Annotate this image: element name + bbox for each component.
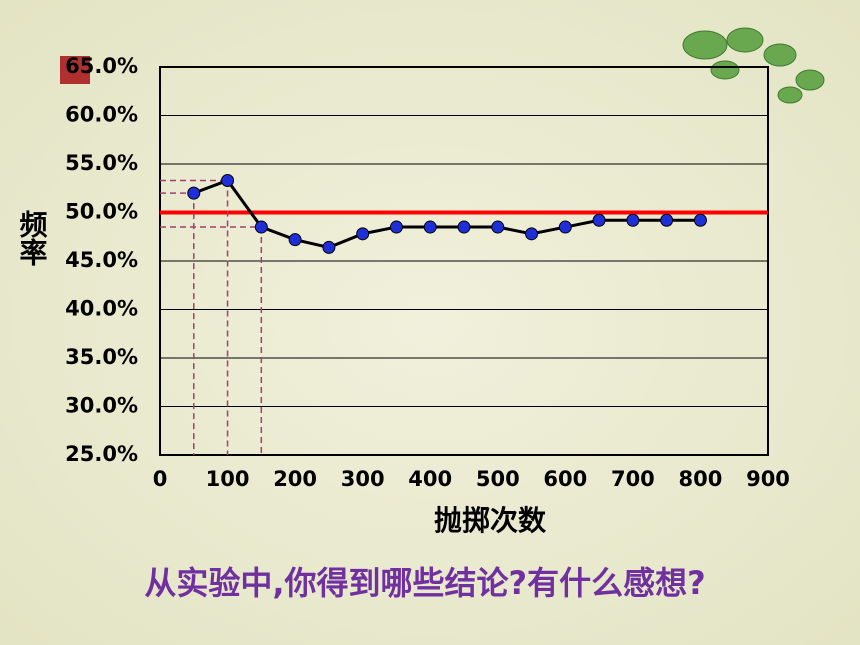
x-tick-label: 300 bbox=[341, 467, 385, 491]
y-tick-label: 25.0% bbox=[65, 442, 138, 466]
y-tick-label: 35.0% bbox=[65, 345, 138, 369]
x-tick-label: 100 bbox=[206, 467, 250, 491]
data-point bbox=[356, 227, 370, 241]
data-point bbox=[221, 173, 235, 187]
y-tick-label: 65.0% bbox=[65, 54, 138, 78]
x-tick-label: 200 bbox=[273, 467, 317, 491]
leaves-decoration bbox=[682, 27, 825, 104]
y-tick-label: 30.0% bbox=[65, 394, 138, 418]
x-tick-label: 700 bbox=[611, 467, 655, 491]
x-tick-label: 800 bbox=[679, 467, 723, 491]
y-tick-label: 50.0% bbox=[65, 200, 138, 224]
caption: 从实验中,你得到哪些结论?有什么感想? bbox=[144, 564, 705, 602]
data-point bbox=[423, 220, 437, 234]
x-tick-label: 600 bbox=[543, 467, 587, 491]
icon bbox=[60, 56, 90, 84]
data-point bbox=[558, 220, 572, 234]
y-axis-label: 频率 bbox=[16, 210, 49, 266]
y-tick-label: 60.0% bbox=[65, 103, 138, 127]
x-axis-label: 抛掷次数 bbox=[434, 504, 547, 537]
x-tick-label: 0 bbox=[153, 467, 168, 491]
data-point bbox=[389, 220, 403, 234]
data-point bbox=[592, 213, 606, 227]
data-point bbox=[457, 220, 471, 234]
x-tick-label: 400 bbox=[408, 467, 452, 491]
x-tick-label: 900 bbox=[746, 467, 790, 491]
x-tick-label: 500 bbox=[476, 467, 520, 491]
data-point bbox=[491, 220, 505, 234]
data-point bbox=[288, 233, 302, 247]
data-point bbox=[187, 186, 201, 200]
data-point bbox=[626, 213, 640, 227]
y-tick-label: 40.0% bbox=[65, 297, 138, 321]
data-point bbox=[525, 227, 539, 241]
y-tick-label: 55.0% bbox=[65, 151, 138, 175]
data-point bbox=[660, 213, 674, 227]
data-point bbox=[693, 213, 707, 227]
series-line bbox=[193, 178, 701, 249]
y-tick-label: 45.0% bbox=[65, 248, 138, 272]
data-point bbox=[254, 220, 268, 234]
data-point bbox=[322, 240, 336, 254]
